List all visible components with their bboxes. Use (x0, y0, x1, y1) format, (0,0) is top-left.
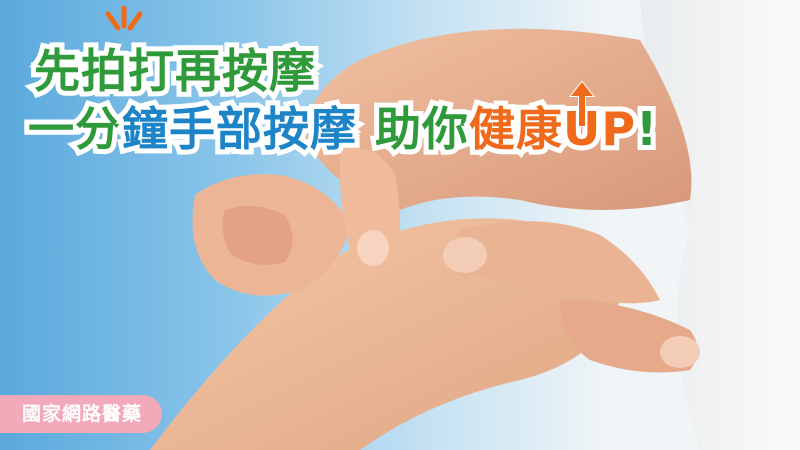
spark-icon (105, 6, 143, 31)
headline-text-7: ! (631, 97, 662, 161)
headline-text-5: 健康 (464, 97, 567, 161)
headline-text-4: 助你 (370, 97, 473, 161)
source-badge: 國家網路醫藥 (0, 395, 163, 433)
headline: 先拍打再按摩 一分鐘手部按摩 助你健康UP! (23, 39, 662, 161)
headline-text-6: UP (558, 97, 640, 161)
up-arrow-icon (568, 80, 596, 127)
headline-text-2: 鐘 (117, 97, 173, 161)
headline-text-3: 手部按摩 (164, 97, 361, 161)
up-text-wrap: UP (558, 80, 640, 161)
headline-line-2: 一分鐘手部按摩 助你健康UP! (23, 80, 662, 161)
headline-line-1: 先拍打再按摩 (29, 39, 320, 103)
headline-text-1: 一分 (23, 97, 126, 161)
